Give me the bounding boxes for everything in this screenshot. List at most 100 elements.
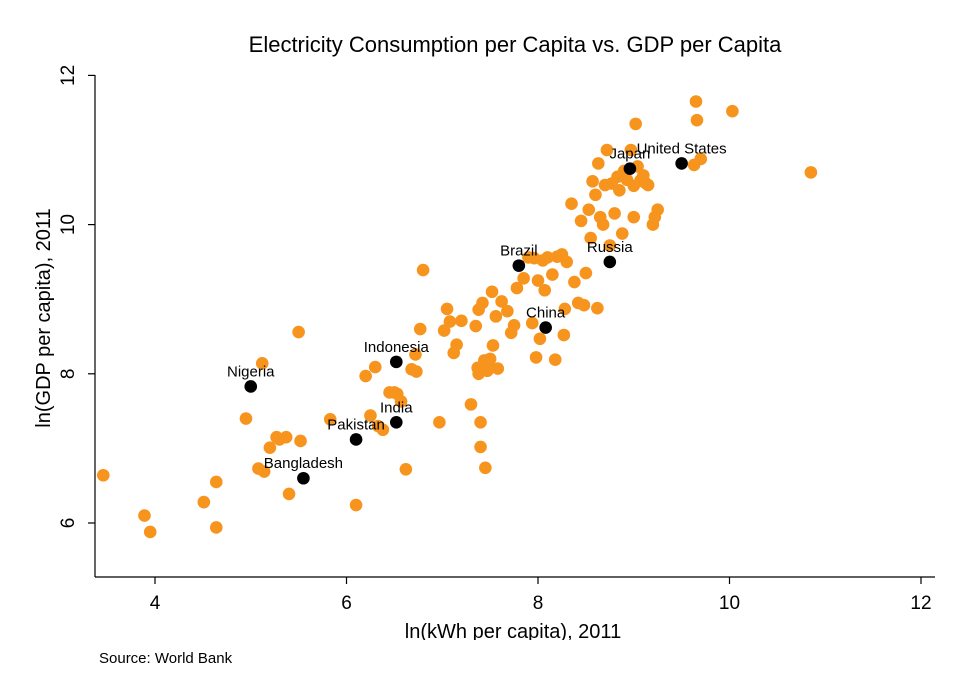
data-point [257, 465, 271, 478]
data-point [409, 348, 422, 361]
data-point [474, 415, 487, 429]
data-point [440, 302, 454, 316]
data-point [538, 283, 552, 297]
data-point [548, 353, 562, 366]
data-point [579, 266, 593, 280]
data-point [455, 314, 468, 328]
data-point [476, 296, 489, 310]
data-point [546, 268, 559, 281]
data-point [510, 281, 524, 295]
data-point [517, 272, 530, 285]
data-point [574, 214, 588, 228]
data-point [501, 304, 514, 318]
data-point [507, 319, 521, 332]
data-point [368, 360, 382, 374]
data-point [651, 203, 664, 216]
data-point [568, 275, 581, 289]
point-label: Japan [609, 146, 650, 163]
data-point [629, 117, 642, 131]
data-point [323, 413, 337, 426]
data-point [627, 210, 641, 224]
point-label: China [526, 305, 566, 322]
data-point [591, 301, 604, 315]
x-tick-label: 12 [910, 593, 931, 614]
y-tick-label: 6 [58, 518, 79, 529]
data-point [690, 113, 704, 127]
data-point [483, 352, 497, 366]
point-label: Bangladesh [264, 455, 343, 472]
point-label: Brazil [500, 243, 538, 260]
data-point [209, 475, 223, 489]
data-point [138, 509, 151, 522]
point-label: United States [637, 140, 727, 157]
data-point [464, 398, 478, 411]
data-point [603, 239, 617, 252]
y-tick-label: 8 [58, 369, 79, 380]
point-label: Russia [587, 239, 634, 256]
highlighted-point [297, 471, 310, 485]
highlighted-point [539, 321, 552, 334]
data-point [96, 468, 110, 482]
data-point [416, 263, 430, 277]
data-point [433, 415, 446, 429]
data-point [294, 434, 307, 448]
x-tick-label: 10 [719, 593, 740, 614]
x-axis-label: ln(kWh per capita), 2011 [405, 621, 621, 640]
data-point [531, 274, 545, 287]
data-point [541, 251, 554, 264]
data-point [485, 285, 499, 299]
data-point [479, 461, 492, 475]
data-point [495, 295, 508, 308]
data-point [582, 203, 596, 216]
data-point [560, 255, 574, 269]
data-point [413, 322, 427, 336]
data-point [376, 423, 390, 437]
data-point [364, 409, 377, 422]
data-point [474, 440, 487, 454]
highlighted-point [389, 415, 403, 429]
data-point [491, 362, 505, 375]
data-point [584, 231, 597, 245]
data-point [586, 175, 599, 188]
data-point [443, 315, 457, 328]
data-point [292, 325, 305, 339]
data-point [394, 395, 408, 408]
point-label: Pakistan [327, 416, 385, 433]
data-point [804, 166, 818, 179]
x-tick-label: 4 [150, 593, 161, 614]
data-point [624, 143, 638, 157]
highlighted-point [603, 255, 617, 269]
data-point [263, 441, 277, 454]
data-point [589, 188, 602, 202]
data-point [209, 521, 223, 534]
highlighted-point [244, 380, 258, 393]
data-point [726, 104, 739, 118]
highlighted-point [389, 355, 403, 369]
highlighted-point [349, 433, 363, 446]
data-point [450, 338, 463, 352]
data-point [282, 487, 296, 501]
data-point [613, 183, 626, 197]
data-point [615, 227, 629, 240]
data-point [565, 197, 578, 211]
chart-title: Electricity Consumption per Capita vs. G… [249, 32, 782, 57]
data-point [399, 462, 413, 476]
data-point [359, 369, 372, 383]
data-point [600, 143, 614, 157]
y-tick-label: 12 [58, 65, 79, 86]
data-point [469, 319, 483, 333]
x-tick-label: 6 [341, 593, 352, 614]
data-point [279, 430, 293, 444]
data-point [410, 365, 423, 378]
data-point [557, 328, 571, 342]
data-point [525, 316, 539, 330]
data-point [608, 207, 621, 220]
data-point [641, 178, 655, 192]
y-axis-label: ln(GDP per capita), 2011 [33, 208, 55, 427]
y-tick-label: 10 [58, 214, 79, 235]
data-point [689, 95, 703, 108]
data-point [349, 498, 363, 512]
point-label: Indonesia [364, 339, 430, 356]
data-point [533, 332, 547, 346]
point-label: Nigeria [227, 363, 275, 380]
